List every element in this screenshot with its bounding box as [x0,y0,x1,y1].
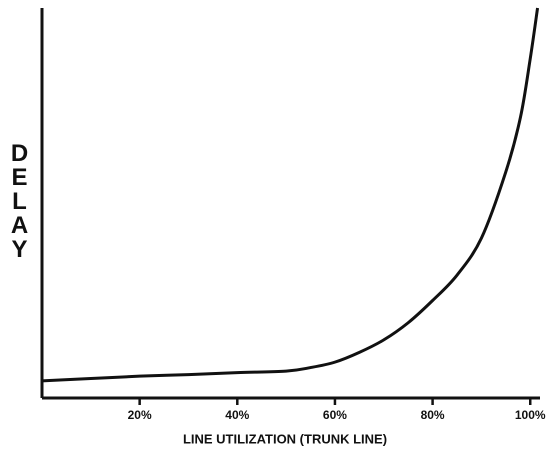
x-tick-label: 100% [515,408,546,422]
x-tick-label: 20% [128,408,152,422]
x-tick-label: 80% [421,408,445,422]
x-axis-label: LINE UTILIZATION (TRUNK LINE) [183,431,387,446]
y-axis-label: DELAY [6,140,33,260]
line [41,7,540,383]
x-tick-label: 40% [225,408,249,422]
x-tick-label: 60% [323,408,347,422]
